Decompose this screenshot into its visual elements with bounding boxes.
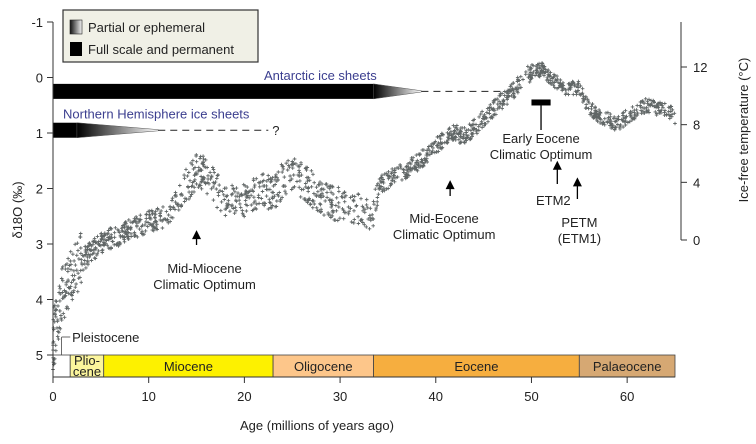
annotation-label: Climatic Optimum	[393, 227, 496, 242]
annotation-arrowhead	[192, 230, 202, 240]
epoch-label: Palaeocene	[593, 359, 662, 374]
annotation-label: Climatic Optimum	[153, 277, 256, 292]
annotation-label: PETM	[561, 215, 597, 230]
annotation-arrowhead	[572, 177, 582, 187]
legend-box	[62, 9, 259, 63]
legend-swatch-gradient	[69, 19, 83, 35]
y-right-tick-label: 12	[693, 60, 707, 75]
y-right-tick-label: 4	[693, 175, 700, 190]
annotation-label: ETM2	[536, 193, 571, 208]
epoch-label: Plio-	[74, 353, 100, 368]
epoch-band: Pleistocene Plio-cene Miocene Oligocene Eoce…	[52, 330, 676, 379]
epoch-label: Eocene	[454, 359, 498, 374]
y-right-tick-label: 0	[693, 233, 700, 248]
legend-label-full: Full scale and permanent	[88, 42, 234, 57]
y-left-tick-label: 1	[36, 126, 43, 141]
early-eocene-bar	[531, 99, 551, 106]
ice-sheet-question-mark: ?	[272, 123, 279, 138]
epoch-label: Pleistocene	[72, 330, 139, 345]
x-tick-label: 30	[333, 389, 347, 404]
ice-sheet-solid-bar	[53, 122, 77, 138]
ice-sheet-ephemeral-taper	[373, 83, 422, 100]
legend: Partial or ephemeral Full scale and perm…	[62, 9, 259, 63]
ice-sheet-label: Antarctic ice sheets	[264, 68, 377, 83]
annotation-label: Mid-Eocene	[409, 211, 478, 226]
y-axis-title-left: δ18O (‰)	[10, 181, 25, 238]
y-left-tick-label: -1	[31, 15, 43, 30]
y-axis-title-right: Ice-free temperature (°C)	[736, 58, 751, 203]
ice-sheet-solid-bar	[53, 83, 374, 99]
annotation-arrowhead	[552, 160, 562, 170]
epoch-label: Miocene	[164, 359, 213, 374]
epoch-label: cene	[73, 364, 101, 379]
y-left-tick-label: 3	[36, 237, 43, 252]
y-right-tick-label: 8	[693, 118, 700, 133]
epoch-box	[52, 354, 71, 378]
x-tick-label: 60	[620, 389, 634, 404]
annotation-label: (ETM1)	[558, 231, 601, 246]
y-left-tick-label: 5	[36, 348, 43, 363]
x-tick-label: 10	[141, 389, 155, 404]
ice-sheet-label: Northern Hemisphere ice sheets	[63, 107, 250, 122]
epoch-label: Oligocene	[294, 359, 353, 374]
y-left-tick-label: 0	[36, 71, 43, 86]
y-left-tick-label: 4	[36, 293, 43, 308]
x-axis-title: Age (millions of years ago)	[240, 418, 394, 433]
annotation-label: Early Eocene	[502, 131, 579, 146]
legend-label-partial: Partial or ephemeral	[88, 20, 205, 35]
x-tick-label: 20	[237, 389, 251, 404]
annotation-label: Climatic Optimum	[490, 147, 593, 162]
x-tick-label: 40	[429, 389, 443, 404]
legend-swatch-solid	[70, 42, 82, 56]
ice-sheet-bars: Antarctic ice sheets Northern Hemisphere …	[53, 68, 503, 138]
ice-sheet-ephemeral-taper	[76, 122, 159, 138]
annotation-label: Mid-Miocene	[167, 261, 241, 276]
x-tick-label: 50	[524, 389, 538, 404]
annotation-arrowhead	[445, 180, 455, 190]
x-tick-label: 0	[49, 389, 56, 404]
y-left-tick-label: 2	[36, 182, 43, 197]
